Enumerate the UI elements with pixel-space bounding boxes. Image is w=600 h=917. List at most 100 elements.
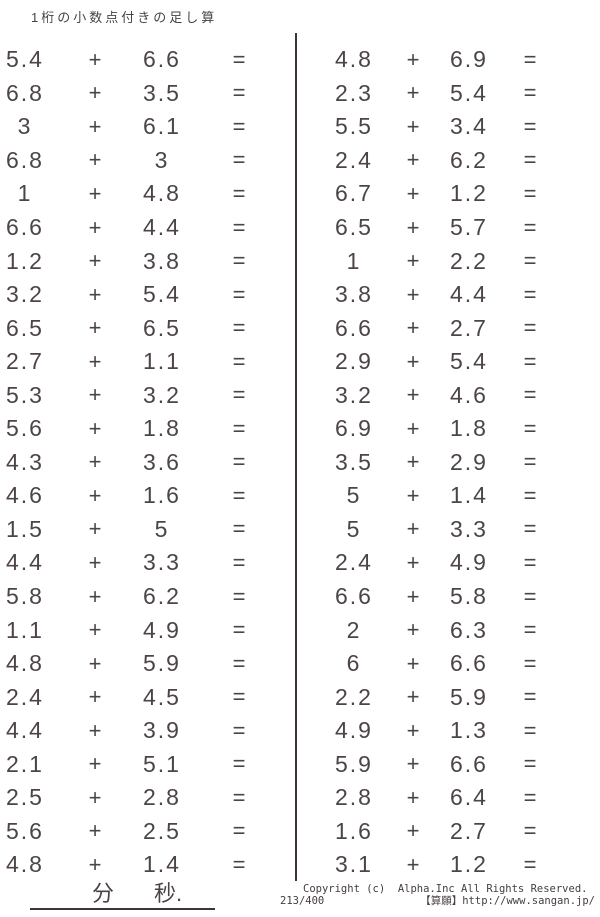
problems-left: 5.4 +6.6 = 6.8 +3.5 = 3 +6.1 = 6.8 +3 = 1 +4.8 = 6.6 +4.… [2, 43, 262, 882]
problem-row: 3.2 +4.6 = [331, 378, 553, 412]
operand-b: 6.6 [143, 46, 181, 73]
problem-row: 5.9 +6.6 = [331, 747, 553, 781]
operand-b: 1.2 [450, 180, 488, 207]
operand-a: 5.6 [6, 817, 44, 844]
operand-a: 5.3 [6, 381, 44, 408]
operand-b: 2.7 [450, 314, 488, 341]
equals-sign: = [232, 583, 246, 609]
plus-operator: + [88, 617, 102, 643]
equals-sign: = [523, 851, 537, 877]
operand-a: 6.8 [6, 79, 44, 106]
operand-a: 5.4 [6, 46, 44, 73]
problem-row: 1 +4.8 = [2, 177, 262, 211]
operand-a: 1.2 [6, 247, 44, 274]
plus-operator: + [88, 449, 102, 475]
operand-b: 5.8 [450, 583, 488, 610]
plus-operator: + [88, 180, 102, 206]
equals-sign: = [232, 717, 246, 743]
problem-row: 4.8 +1.4 = [2, 848, 262, 882]
operand-b: 3.3 [143, 549, 181, 576]
page-title: 1桁の小数点付きの足し算 [31, 10, 218, 25]
equals-sign: = [523, 214, 537, 240]
operand-b: 3.9 [143, 717, 181, 744]
problem-row: 5.8 +6.2 = [2, 580, 262, 614]
problem-row: 6.5 +6.5 = [2, 311, 262, 345]
operand-b: 4.5 [143, 683, 181, 710]
operand-a: 2.3 [335, 79, 373, 106]
operand-a: 6.6 [335, 314, 373, 341]
operand-a: 4.8 [6, 650, 44, 677]
problem-row: 2.4 +6.2 = [331, 144, 553, 178]
operand-a: 5.6 [6, 415, 44, 442]
equals-sign: = [523, 516, 537, 542]
equals-sign: = [232, 180, 246, 206]
plus-operator: + [406, 617, 420, 643]
operand-b: 2.2 [450, 247, 488, 274]
copyright-text: Copyright (c) Alpha.Inc All Rights Reser… [303, 883, 588, 895]
equals-sign: = [232, 248, 246, 274]
operand-a: 6.5 [6, 314, 44, 341]
operand-a: 6.5 [335, 214, 373, 240]
problem-row: 6.8 +3.5 = [2, 77, 262, 111]
problem-row: 6.6 +4.4 = [2, 211, 262, 245]
plus-operator: + [88, 851, 102, 877]
equals-sign: = [232, 549, 246, 575]
operand-a: 1 [346, 247, 362, 274]
problem-row: 3.1 +1.2 = [331, 848, 553, 882]
problem-row: 6.6 +2.7 = [331, 311, 553, 345]
operand-b: 6.6 [450, 650, 488, 677]
plus-operator: + [88, 248, 102, 274]
time-entry-line: 分 秒. [30, 879, 215, 910]
plus-operator: + [88, 46, 102, 72]
operand-b: 5.9 [450, 683, 488, 710]
equals-sign: = [232, 482, 246, 508]
operand-a: 2.7 [6, 348, 44, 375]
problem-row: 3.8 +4.4 = [331, 278, 553, 312]
equals-sign: = [232, 650, 246, 676]
operand-a: 5 [346, 515, 362, 542]
equals-sign: = [523, 650, 537, 676]
operand-b: 4.9 [143, 616, 181, 643]
equals-sign: = [523, 449, 537, 475]
problem-row: 5.6 +1.8 = [2, 412, 262, 446]
operand-a: 3.2 [6, 281, 44, 308]
problem-row: 3 +6.1 = [2, 110, 262, 144]
plus-operator: + [406, 415, 420, 441]
problem-row: 2.5 +2.8 = [2, 781, 262, 815]
operand-a: 3 [17, 113, 33, 140]
operand-b: 4.4 [143, 214, 181, 240]
operand-b: 5.4 [450, 79, 488, 106]
equals-sign: = [232, 449, 246, 475]
problem-row: 6.7 +1.2 = [331, 177, 553, 211]
plus-operator: + [88, 348, 102, 374]
operand-a: 5 [346, 482, 362, 509]
plus-operator: + [88, 583, 102, 609]
equals-sign: = [232, 818, 246, 844]
operand-b: 5.1 [143, 750, 181, 777]
operand-b: 2.8 [143, 784, 181, 811]
column-divider [295, 33, 297, 881]
operand-b: 5.7 [450, 214, 488, 240]
operand-a: 2.8 [335, 784, 373, 811]
operand-a: 6 [346, 650, 362, 677]
operand-b: 3.4 [450, 113, 488, 140]
equals-sign: = [523, 684, 537, 710]
problem-row: 4.4 +3.3 = [2, 546, 262, 580]
plus-operator: + [88, 415, 102, 441]
plus-operator: + [406, 516, 420, 542]
plus-operator: + [88, 315, 102, 341]
plus-operator: + [406, 818, 420, 844]
operand-a: 2.1 [6, 750, 44, 777]
plus-operator: + [406, 751, 420, 777]
operand-a: 5.8 [6, 583, 44, 610]
plus-operator: + [88, 382, 102, 408]
operand-a: 5.9 [335, 750, 373, 777]
equals-sign: = [523, 80, 537, 106]
operand-b: 1.4 [143, 851, 181, 878]
equals-sign: = [232, 751, 246, 777]
equals-sign: = [232, 684, 246, 710]
operand-a: 4.3 [6, 448, 44, 475]
plus-operator: + [88, 281, 102, 307]
equals-sign: = [523, 617, 537, 643]
plus-operator: + [406, 382, 420, 408]
